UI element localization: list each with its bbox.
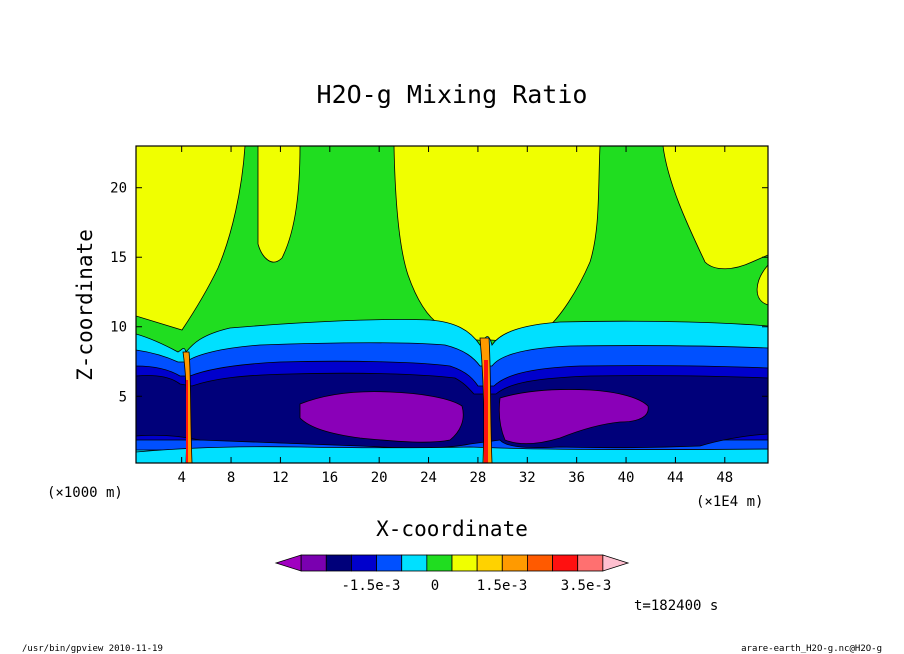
x-tick-label: 48 [716,470,733,486]
band-purple-right [498,389,649,444]
colorbar-segment [426,554,453,572]
footer-left: /usr/bin/gpview 2010-11-19 [22,644,163,654]
chart-title: H2O-g Mixing Ratio [317,80,588,109]
plume-right-red [484,360,488,463]
colorbar-segment [401,554,428,572]
x-tick-label: 20 [371,470,388,486]
y-tick-label: 15 [110,250,127,266]
contour-field [136,146,768,463]
x-axis-unit: (×1E4 m) [696,494,763,510]
colorbar-label: 0 [431,578,439,594]
x-axis-title: X-coordinate [376,517,528,541]
colorbar-segment [476,554,503,572]
y-tick-label: 5 [119,389,127,405]
time-label: t=182400 s [634,598,718,614]
footer-right: arare-earth_H2O-g.nc@H2O-g [741,644,882,654]
colorbar-segment [376,554,403,572]
x-tick-label: 24 [420,470,437,486]
x-tick-label: 12 [272,470,289,486]
colorbar-segment [552,554,579,572]
colorbar-label: -1.5e-3 [341,578,400,594]
plume-left-red [186,380,188,463]
x-tick-label: 32 [519,470,536,486]
colorbar-label: 1.5e-3 [477,578,528,594]
x-tick-label: 36 [568,470,585,486]
colorbar-segment [351,554,377,572]
band-purple-left [299,391,464,443]
x-tick-label: 40 [618,470,635,486]
x-tick-label: 28 [469,470,486,486]
colorbar-segment [300,554,327,572]
y-axis-unit: (×1000 m) [47,485,123,501]
colorbar-segment [577,554,604,572]
colorbar: -1.5e-3 0 1.5e-3 3.5e-3 [274,554,630,594]
x-tick-label: 8 [227,470,235,486]
colorbar-segment [451,554,478,572]
x-tick-label: 44 [667,470,684,486]
colorbar-segment [501,554,528,572]
plot-frame [135,145,769,464]
y-tick-label: 10 [110,320,127,336]
band-yellow-upper-center-left [257,146,301,263]
colorbar-segment [527,554,553,572]
y-tick-label: 20 [110,181,127,197]
x-tick-label: 4 [177,470,185,486]
colorbar-label: 3.5e-3 [561,578,612,594]
band-yellow-left [136,146,246,331]
x-tick-label: 16 [321,470,338,486]
y-axis-title: Z-coordinate [73,229,97,381]
colorbar-segment [325,554,352,572]
band-light-blue-bottom [136,446,768,463]
colorbar-segment-high [602,554,630,572]
colorbar-segment-low [274,554,302,572]
